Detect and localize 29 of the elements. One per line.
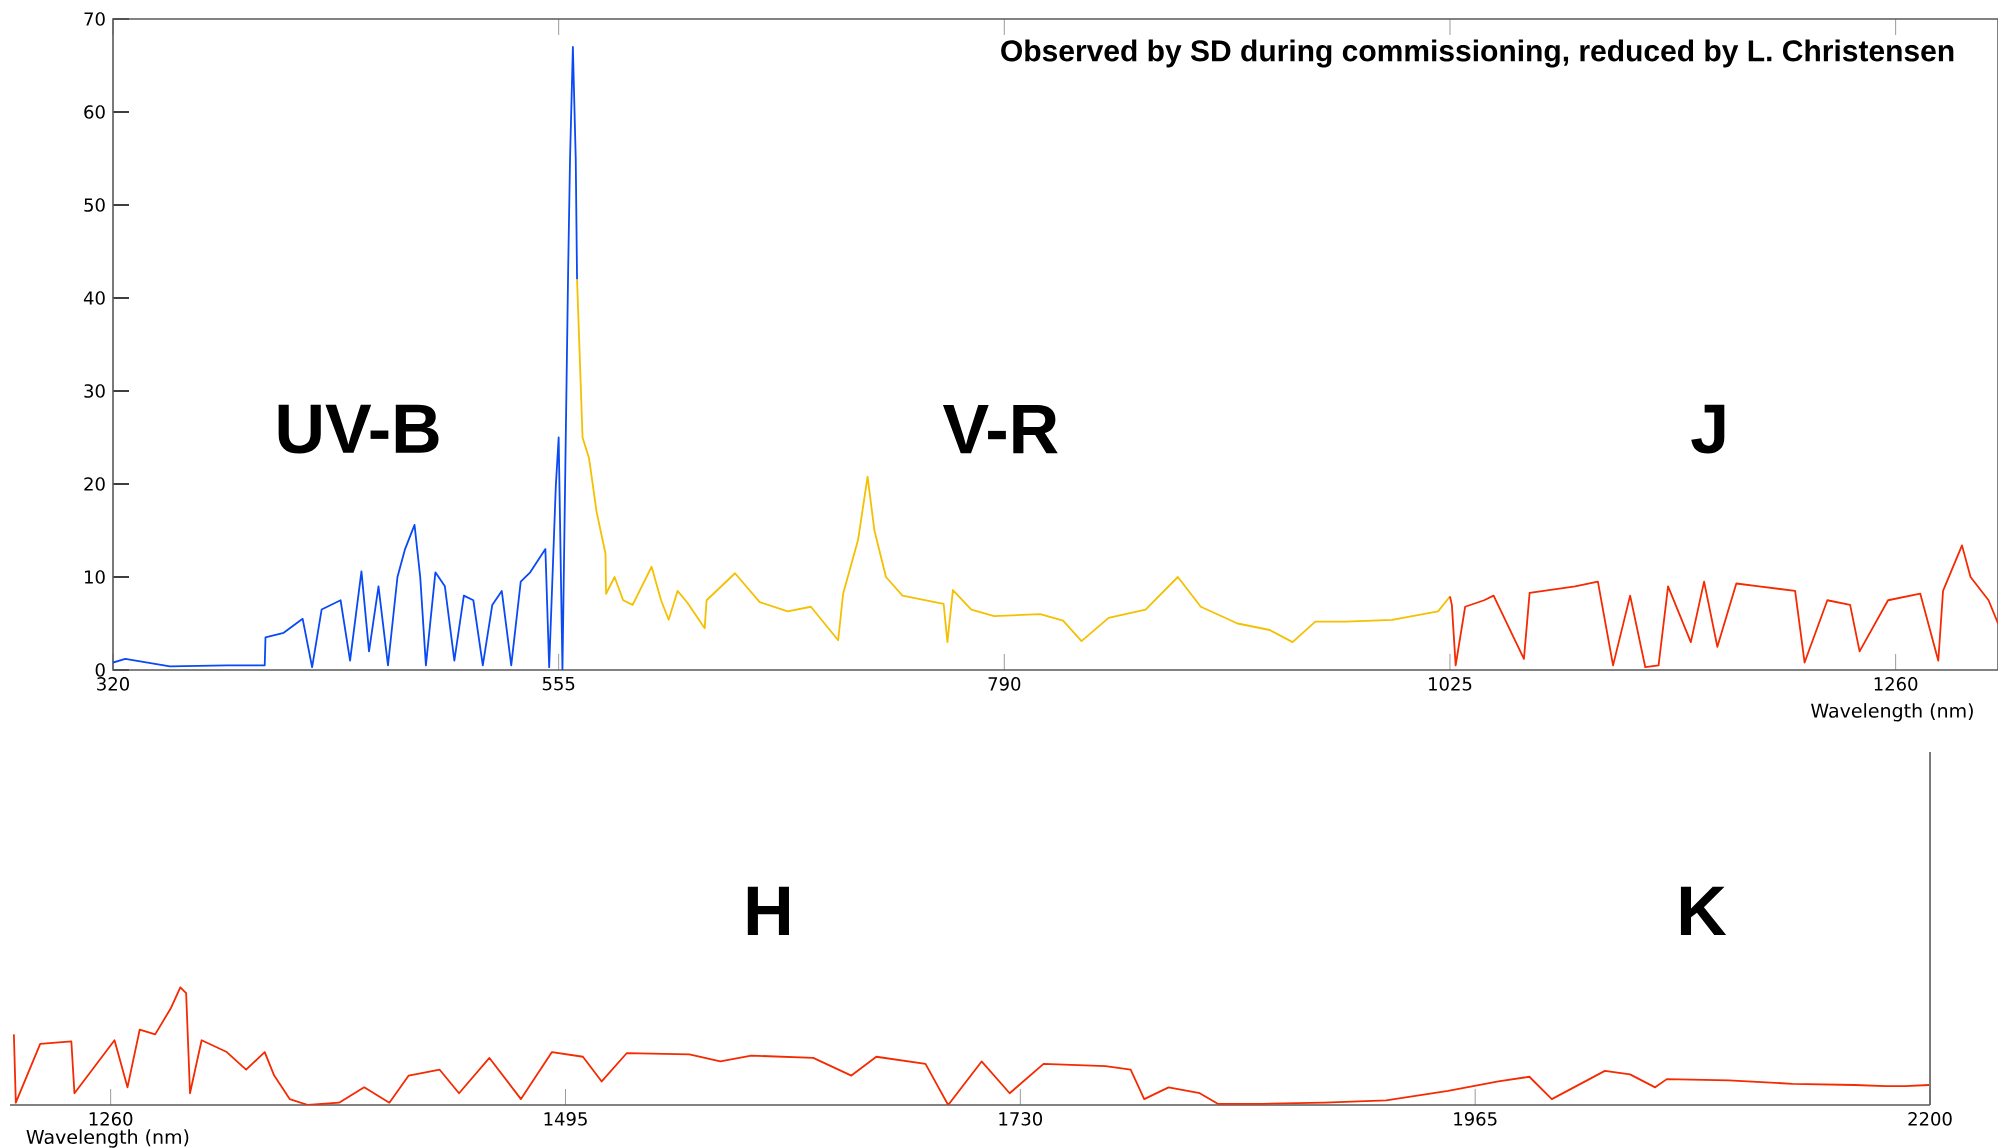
x-tick-label: 790 bbox=[988, 677, 1021, 691]
y-tick-label: 40 bbox=[83, 291, 105, 305]
x-tick-label: 320 bbox=[97, 677, 129, 691]
text: H bbox=[747, 886, 789, 935]
x-tick-label: 1495 bbox=[544, 1112, 587, 1126]
x-tick-label: 1730 bbox=[999, 1112, 1043, 1126]
x-tick-label: 1260 bbox=[1874, 677, 1918, 691]
y-tick-label: 30 bbox=[84, 384, 105, 398]
y-tick-label: 10 bbox=[85, 570, 105, 584]
y-tick-label: 50 bbox=[84, 198, 105, 212]
x-tick-label: 2200 bbox=[1908, 1112, 1952, 1126]
annotation: Observed by SD during commissioning, reduced by L. Christensen bbox=[1001, 39, 1954, 68]
annotation: UV-B bbox=[278, 404, 439, 454]
x-tick-label: 555 bbox=[542, 677, 575, 691]
x-axis-title: Wavelength (nm) bbox=[26, 1129, 189, 1148]
line-series bbox=[1449, 544, 1998, 669]
x-axis-title: Wavelength (nm) bbox=[1811, 703, 1973, 722]
y-tick-label: 20 bbox=[84, 477, 105, 491]
line-series bbox=[576, 278, 1451, 643]
x-tick-label: 1965 bbox=[1454, 1112, 1497, 1126]
y-tick-label: 70 bbox=[84, 12, 105, 26]
x-tick-label: 1260 bbox=[89, 1112, 133, 1126]
x-tick-label: 1025 bbox=[1429, 677, 1472, 691]
text: K bbox=[1680, 886, 1727, 935]
y-tick-label: 0 bbox=[95, 663, 105, 677]
line-series bbox=[113, 46, 578, 670]
annotation: J bbox=[1691, 404, 1725, 454]
y-tick-label: 60 bbox=[84, 105, 105, 119]
annotation: V-R bbox=[942, 405, 1058, 454]
